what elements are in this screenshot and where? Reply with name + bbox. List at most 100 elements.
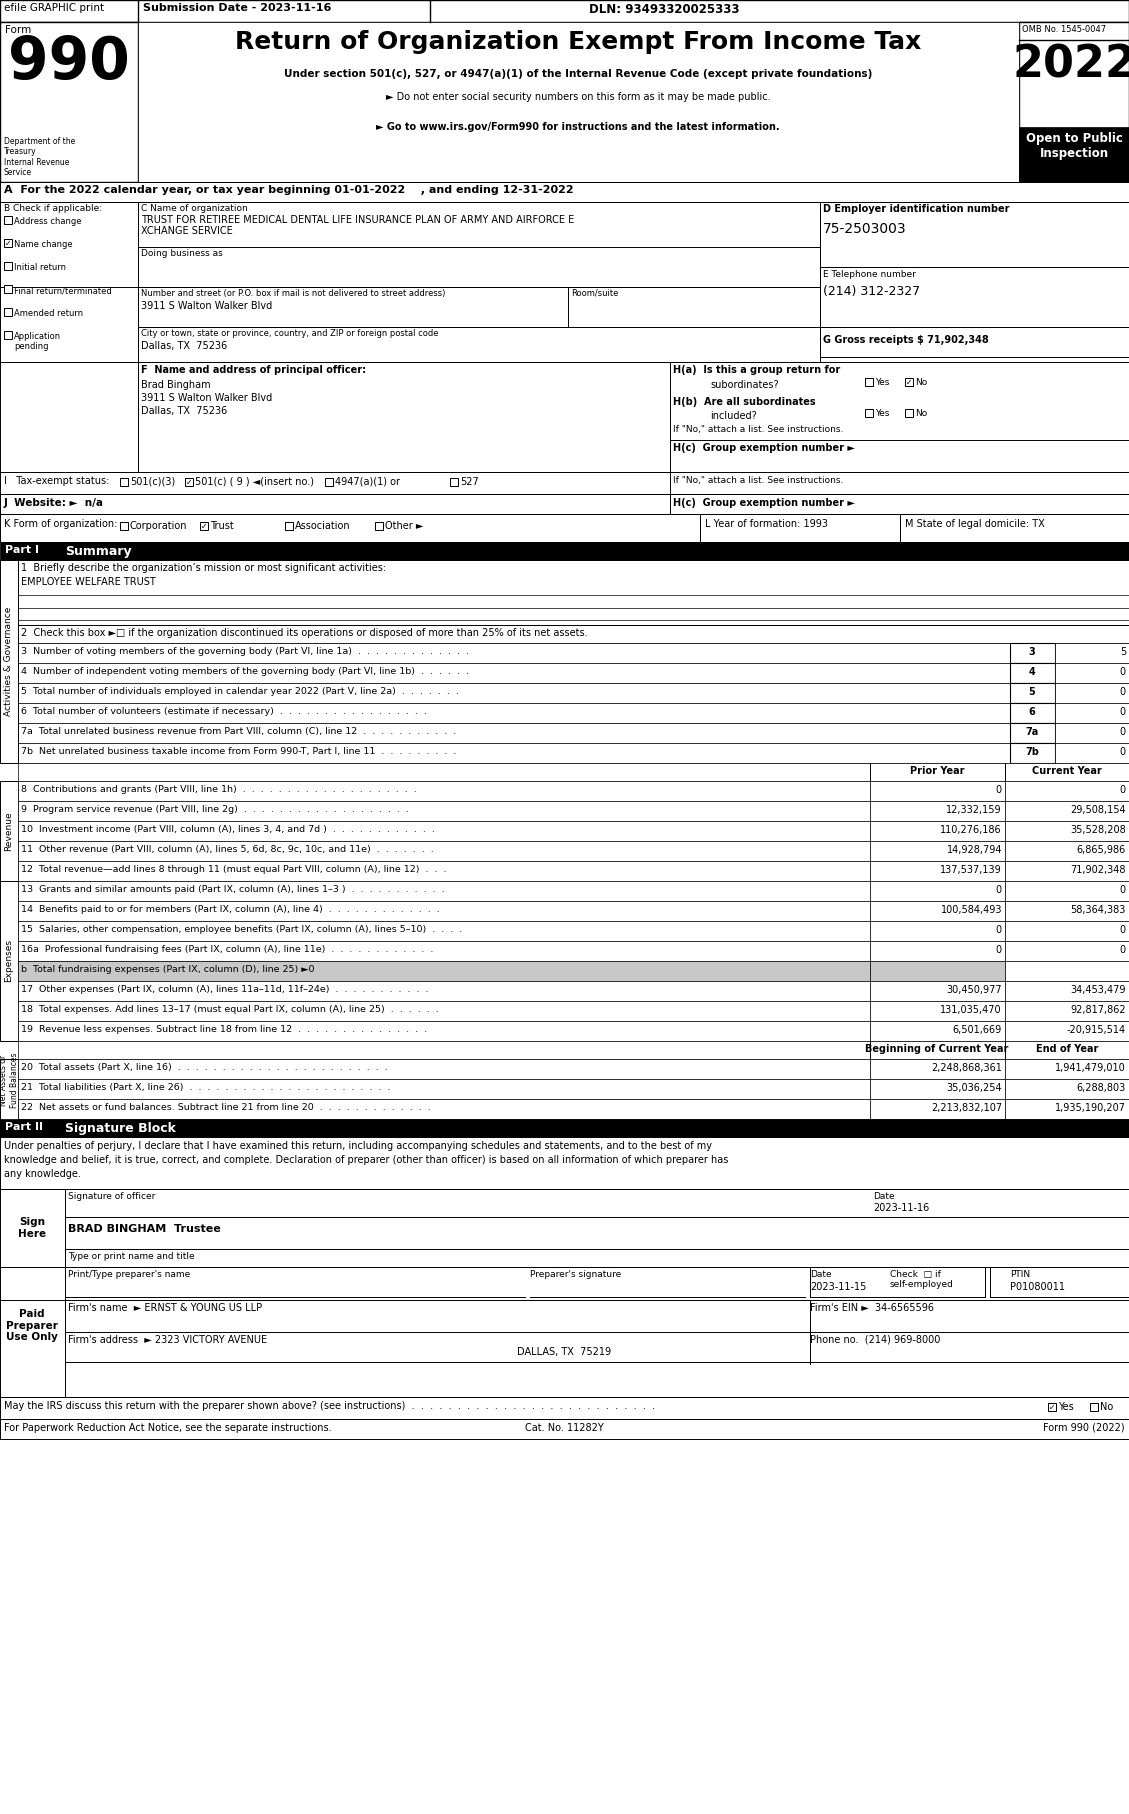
Text: 75-2503003: 75-2503003 <box>823 221 907 236</box>
Text: 1,941,479,010: 1,941,479,010 <box>1056 1063 1126 1074</box>
Text: 0: 0 <box>1120 707 1126 717</box>
Bar <box>1005 1021 1129 1041</box>
Bar <box>18 626 1129 642</box>
Bar <box>0 472 1129 493</box>
Text: 0: 0 <box>996 885 1003 894</box>
Bar <box>18 782 870 802</box>
Text: 0: 0 <box>1120 727 1126 736</box>
Text: K Form of organization:: K Form of organization: <box>5 519 117 530</box>
Bar <box>870 802 1005 822</box>
Text: 2,213,832,107: 2,213,832,107 <box>931 1103 1003 1114</box>
Text: H(a)  Is this a group return for: H(a) Is this a group return for <box>673 365 840 375</box>
Text: 501(c)(3): 501(c)(3) <box>130 477 175 486</box>
Text: any knowledge.: any knowledge. <box>5 1168 81 1179</box>
Bar <box>0 882 18 1041</box>
Text: 0: 0 <box>1120 688 1126 697</box>
Bar <box>0 0 1129 22</box>
Bar <box>0 181 1129 201</box>
Bar <box>1005 822 1129 842</box>
Bar <box>0 1059 18 1137</box>
Text: 7b: 7b <box>1025 747 1039 756</box>
Text: B Check if applicable:: B Check if applicable: <box>5 203 102 212</box>
Bar <box>1005 961 1129 981</box>
Text: 14,928,794: 14,928,794 <box>946 845 1003 854</box>
Text: I   Tax-exempt status:: I Tax-exempt status: <box>5 475 110 486</box>
Bar <box>870 981 1005 1001</box>
Text: 0: 0 <box>1120 668 1126 677</box>
Bar <box>18 1079 870 1099</box>
Text: (214) 312-2327: (214) 312-2327 <box>823 285 920 297</box>
Text: Corporation: Corporation <box>130 521 187 532</box>
Bar <box>18 882 870 902</box>
Text: Prior Year: Prior Year <box>910 766 964 776</box>
Bar <box>0 513 1129 542</box>
Text: 9  Program service revenue (Part VIII, line 2g)  .  .  .  .  .  .  .  .  .  .  .: 9 Program service revenue (Part VIII, li… <box>21 805 409 814</box>
Text: 6,501,669: 6,501,669 <box>953 1025 1003 1036</box>
Bar <box>1048 1402 1056 1411</box>
Text: 0: 0 <box>1120 747 1126 756</box>
Bar <box>870 1059 1005 1079</box>
Bar <box>18 764 1129 782</box>
Text: efile GRAPHIC print: efile GRAPHIC print <box>5 4 104 13</box>
Text: Amended return: Amended return <box>14 308 84 317</box>
Bar <box>1005 922 1129 941</box>
Bar <box>18 704 1010 724</box>
Text: 0: 0 <box>1120 785 1126 795</box>
Bar <box>18 744 1010 764</box>
Bar <box>1005 1099 1129 1119</box>
Bar <box>1010 704 1054 724</box>
Text: Firm's address  ► 2323 VICTORY AVENUE: Firm's address ► 2323 VICTORY AVENUE <box>68 1335 268 1344</box>
Text: Name change: Name change <box>14 239 72 249</box>
Bar <box>185 479 193 486</box>
Bar <box>5 261 12 270</box>
Text: No: No <box>914 377 927 386</box>
Text: 13  Grants and similar amounts paid (Part IX, column (A), lines 1–3 )  .  .  .  : 13 Grants and similar amounts paid (Part… <box>21 885 445 894</box>
Text: ✓: ✓ <box>201 521 208 530</box>
Bar <box>18 981 870 1001</box>
Bar <box>1005 981 1129 1001</box>
Text: Revenue: Revenue <box>5 811 14 851</box>
Bar <box>870 822 1005 842</box>
Bar <box>18 561 1129 626</box>
Bar <box>18 822 870 842</box>
Text: 6  Total number of volunteers (estimate if necessary)  .  .  .  .  .  .  .  .  .: 6 Total number of volunteers (estimate i… <box>21 707 427 717</box>
Text: Association: Association <box>295 521 351 532</box>
Text: OMB No. 1545-0047: OMB No. 1545-0047 <box>1022 25 1106 34</box>
Text: 990: 990 <box>8 34 130 91</box>
Bar <box>1005 1079 1129 1099</box>
Bar <box>1054 662 1129 684</box>
Text: DLN: 93493320025333: DLN: 93493320025333 <box>589 4 739 16</box>
Text: 34,453,479: 34,453,479 <box>1070 985 1126 996</box>
Bar <box>669 363 1129 472</box>
Text: 11  Other revenue (Part VIII, column (A), lines 5, 6d, 8c, 9c, 10c, and 11e)  . : 11 Other revenue (Part VIII, column (A),… <box>21 845 434 854</box>
Bar <box>0 363 138 472</box>
Text: 15  Salaries, other compensation, employee benefits (Part IX, column (A), lines : 15 Salaries, other compensation, employe… <box>21 925 462 934</box>
Bar <box>18 1059 870 1079</box>
Bar <box>1054 744 1129 764</box>
Text: Brad Bingham: Brad Bingham <box>141 379 211 390</box>
Text: Phone no.  (214) 969-8000: Phone no. (214) 969-8000 <box>809 1335 940 1344</box>
Text: TRUST FOR RETIREE MEDICAL DENTAL LIFE INSURANCE PLAN OF ARMY AND AIRFORCE E: TRUST FOR RETIREE MEDICAL DENTAL LIFE IN… <box>141 216 575 225</box>
Text: Part II: Part II <box>5 1123 43 1132</box>
Bar <box>18 642 1010 662</box>
Text: BRAD BINGHAM  Trustee: BRAD BINGHAM Trustee <box>68 1224 221 1234</box>
Text: Beginning of Current Year: Beginning of Current Year <box>865 1045 1008 1054</box>
Bar <box>18 862 870 882</box>
Text: Check  □ if: Check □ if <box>890 1270 940 1279</box>
Text: 0: 0 <box>1120 945 1126 954</box>
Bar <box>1005 802 1129 822</box>
Text: P01080011: P01080011 <box>1010 1282 1065 1292</box>
Text: Department of the
Treasury
Internal Revenue
Service: Department of the Treasury Internal Reve… <box>5 138 76 178</box>
Text: If "No," attach a list. See instructions.: If "No," attach a list. See instructions… <box>673 424 843 434</box>
Bar <box>18 842 870 862</box>
Text: 0: 0 <box>996 925 1003 934</box>
Text: Cat. No. 11282Y: Cat. No. 11282Y <box>525 1422 603 1433</box>
Bar <box>285 522 294 530</box>
Text: 2022: 2022 <box>1012 44 1129 87</box>
Text: Yes: Yes <box>875 377 890 386</box>
Text: 10  Investment income (Part VIII, column (A), lines 3, 4, and 7d )  .  .  .  .  : 10 Investment income (Part VIII, column … <box>21 825 435 834</box>
Text: Paid
Preparer
Use Only: Paid Preparer Use Only <box>6 1310 58 1342</box>
Text: F  Name and address of principal officer:: F Name and address of principal officer: <box>141 365 366 375</box>
Text: ► Go to www.irs.gov/Form990 for instructions and the latest information.: ► Go to www.irs.gov/Form990 for instruct… <box>376 122 780 132</box>
Bar <box>1005 1059 1129 1079</box>
